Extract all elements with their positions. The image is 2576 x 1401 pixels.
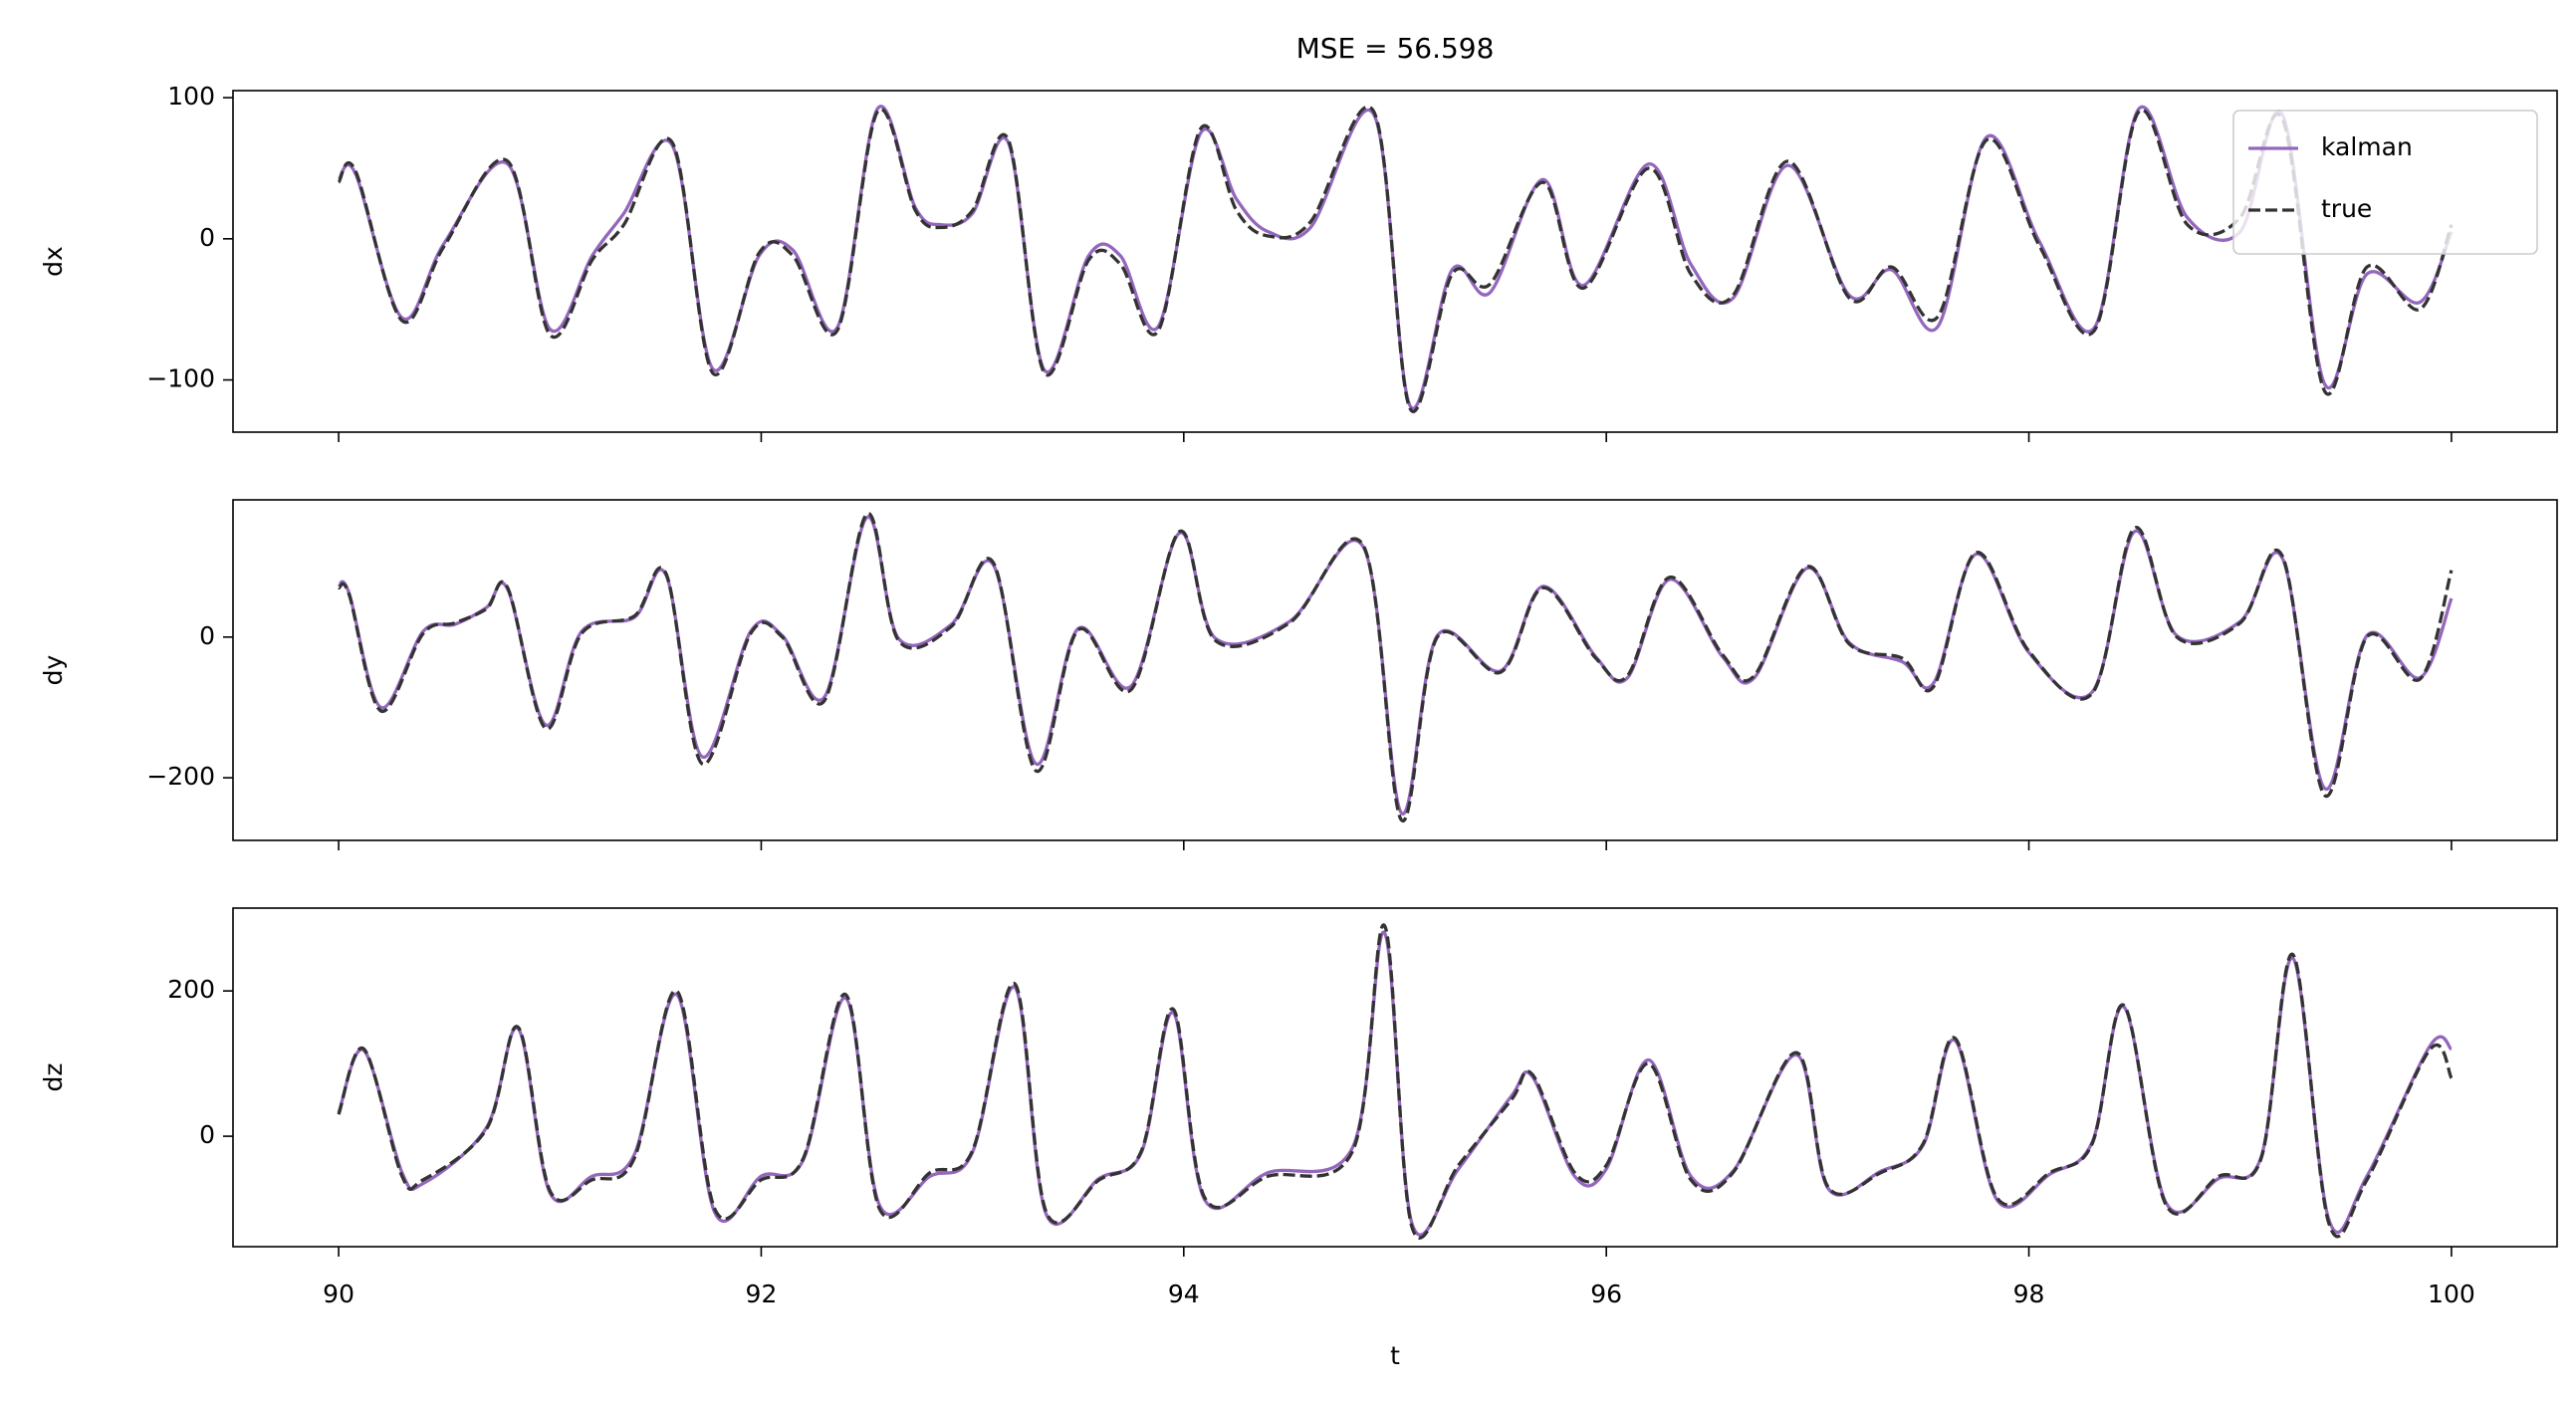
- axes-frame: [232, 90, 2558, 433]
- x-tick-label: 100: [2428, 1280, 2475, 1308]
- x-tick-label: 90: [323, 1280, 354, 1308]
- y-axis-label: dz: [39, 1063, 68, 1092]
- y-tick-label: 200: [167, 975, 215, 1004]
- y-tick-label: −100: [146, 364, 215, 393]
- series-line: [337, 105, 2454, 413]
- y-tick-label: 0: [199, 1120, 215, 1149]
- y-axis-label: dx: [39, 246, 68, 277]
- legend-label: true: [2321, 194, 2372, 223]
- x-tick-label: 98: [2013, 1280, 2045, 1308]
- y-tick-label: −200: [146, 762, 215, 791]
- x-axis-label: t: [1390, 1341, 1400, 1370]
- axes-frame: [232, 907, 2558, 1248]
- axes-frame: [232, 499, 2558, 841]
- chart-title: MSE = 56.598: [1296, 32, 1495, 65]
- legend-label: kalman: [2321, 132, 2413, 161]
- x-tick-label: 94: [1168, 1280, 1200, 1308]
- y-tick-label: 0: [199, 223, 215, 252]
- legend-box: [2232, 110, 2538, 255]
- series-line: [337, 512, 2454, 822]
- y-tick-label: 0: [199, 621, 215, 650]
- series-line: [337, 923, 2454, 1240]
- x-tick-label: 92: [746, 1280, 778, 1308]
- x-tick-label: 96: [1590, 1280, 1622, 1308]
- y-tick-label: 100: [167, 82, 215, 111]
- y-axis-label: dy: [39, 654, 68, 685]
